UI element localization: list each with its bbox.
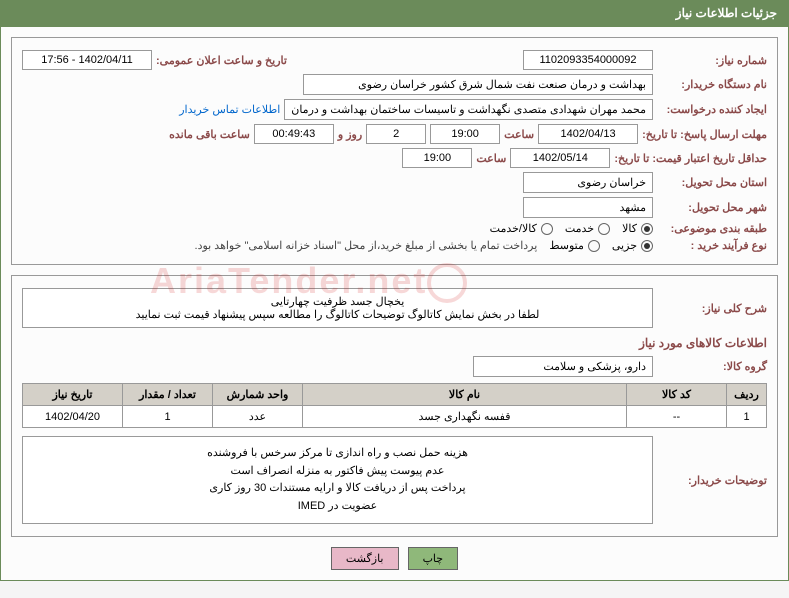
announce-label: تاریخ و ساعت اعلان عمومی: <box>156 54 287 67</box>
days-label: روز و <box>338 128 362 141</box>
radio-service-icon <box>598 223 610 235</box>
radio-goods-service-icon <box>541 223 553 235</box>
page-title: جزئیات اطلاعات نیاز <box>676 6 777 20</box>
contact-link[interactable]: اطلاعات تماس خریدار <box>179 103 280 116</box>
days-field: 2 <box>366 124 426 144</box>
radio-service[interactable]: خدمت <box>565 222 610 235</box>
print-button[interactable]: چاپ <box>408 547 459 570</box>
notes-line3: پرداخت پس از دریافت کالا و ارایه مستندات… <box>31 480 644 498</box>
cell-unit: عدد <box>213 406 303 428</box>
notes-line4: عضویت در IMED <box>31 498 644 516</box>
radio-goods[interactable]: کالا <box>622 222 653 235</box>
cell-name: قفسه نگهداری جسد <box>303 406 627 428</box>
cell-code: -- <box>627 406 727 428</box>
th-date: تاریخ نیاز <box>23 384 123 406</box>
validity-label: حداقل تاریخ اعتبار قیمت: تا تاریخ: <box>614 152 767 165</box>
button-row: چاپ بازگشت <box>11 547 778 570</box>
summary-line2: لطفا در بخش نمایش کاتالوگ توضیحات کاتالو… <box>31 308 644 321</box>
province-label: استان محل تحویل: <box>657 176 767 189</box>
payment-note: پرداخت تمام یا بخشی از مبلغ خرید،از محل … <box>195 239 538 252</box>
remaining-time-field: 00:49:43 <box>254 124 334 144</box>
page-header: جزئیات اطلاعات نیاز <box>0 0 789 26</box>
th-row: ردیف <box>727 384 767 406</box>
process-label: نوع فرآیند خرید : <box>657 239 767 252</box>
radio-small[interactable]: جزیی <box>612 239 653 252</box>
main-container: شماره نیاز: 1102093354000092 تاریخ و ساع… <box>0 26 789 581</box>
summary-box: یخچال جسد ظرفیت چهارتایی لطفا در بخش نما… <box>22 288 653 328</box>
table-row: 1 -- قفسه نگهداری جسد عدد 1 1402/04/20 <box>23 406 767 428</box>
summary-line1: یخچال جسد ظرفیت چهارتایی <box>31 295 644 308</box>
remaining-label: ساعت باقی مانده <box>169 128 250 141</box>
need-details-fieldset: شماره نیاز: 1102093354000092 تاریخ و ساع… <box>11 37 778 265</box>
buyer-notes-box: هزینه حمل نصب و راه اندازی تا مرکز سرخس … <box>22 436 653 524</box>
th-code: کد کالا <box>627 384 727 406</box>
province-field: خراسان رضوی <box>523 172 653 193</box>
buyer-org-label: نام دستگاه خریدار: <box>657 78 767 91</box>
summary-label: شرح کلی نیاز: <box>657 302 767 315</box>
th-name: نام کالا <box>303 384 627 406</box>
cell-row: 1 <box>727 406 767 428</box>
need-number-field: 1102093354000092 <box>523 50 653 70</box>
validity-time-field: 19:00 <box>402 148 472 168</box>
radio-goods-icon <box>641 223 653 235</box>
process-radio-group: جزیی متوسط <box>549 239 653 252</box>
radio-goods-service[interactable]: کالا/خدمت <box>490 222 553 235</box>
deadline-time-field: 19:00 <box>430 124 500 144</box>
radio-medium-icon <box>588 240 600 252</box>
radio-medium[interactable]: متوسط <box>549 239 600 252</box>
buyer-notes-label: توضیحات خریدار: <box>657 474 767 487</box>
category-label: طبقه بندی موضوعی: <box>657 222 767 235</box>
validity-date-field: 1402/05/14 <box>510 148 610 168</box>
group-label: گروه کالا: <box>657 360 767 373</box>
city-field: مشهد <box>523 197 653 218</box>
need-number-label: شماره نیاز: <box>657 54 767 67</box>
requester-label: ایجاد کننده درخواست: <box>657 103 767 116</box>
cell-date: 1402/04/20 <box>23 406 123 428</box>
group-field: دارو، پزشکی و سلامت <box>473 356 653 377</box>
goods-info-title: اطلاعات کالاهای مورد نیاز <box>22 336 767 350</box>
time-label-2: ساعت <box>476 152 506 165</box>
notes-line1: هزینه حمل نصب و راه اندازی تا مرکز سرخس … <box>31 445 644 463</box>
cell-qty: 1 <box>123 406 213 428</box>
category-radio-group: کالا خدمت کالا/خدمت <box>490 222 653 235</box>
summary-fieldset: شرح کلی نیاز: یخچال جسد ظرفیت چهارتایی ل… <box>11 275 778 537</box>
announce-field: 1402/04/11 - 17:56 <box>22 50 152 70</box>
buyer-org-field: بهداشت و درمان صنعت نفت شمال شرق کشور خر… <box>303 74 653 95</box>
goods-table: ردیف کد کالا نام کالا واحد شمارش تعداد /… <box>22 383 767 428</box>
requester-field: محمد مهران شهدادی متصدی نگهداشت و تاسیسا… <box>284 99 653 120</box>
deadline-date-field: 1402/04/13 <box>538 124 638 144</box>
th-qty: تعداد / مقدار <box>123 384 213 406</box>
table-header-row: ردیف کد کالا نام کالا واحد شمارش تعداد /… <box>23 384 767 406</box>
th-unit: واحد شمارش <box>213 384 303 406</box>
radio-small-icon <box>641 240 653 252</box>
deadline-label: مهلت ارسال پاسخ: تا تاریخ: <box>642 128 767 141</box>
time-label-1: ساعت <box>504 128 534 141</box>
city-label: شهر محل تحویل: <box>657 201 767 214</box>
notes-line2: عدم پیوست پیش فاکتور به منزله انصراف است <box>31 463 644 481</box>
back-button[interactable]: بازگشت <box>331 547 399 570</box>
